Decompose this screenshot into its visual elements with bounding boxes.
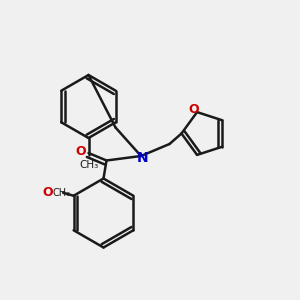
Text: CH₃: CH₃ xyxy=(52,188,71,198)
Text: N: N xyxy=(137,152,148,165)
Text: CH₃: CH₃ xyxy=(79,160,98,170)
Text: O: O xyxy=(189,103,200,116)
Text: O: O xyxy=(76,145,86,158)
Text: O: O xyxy=(42,186,52,199)
